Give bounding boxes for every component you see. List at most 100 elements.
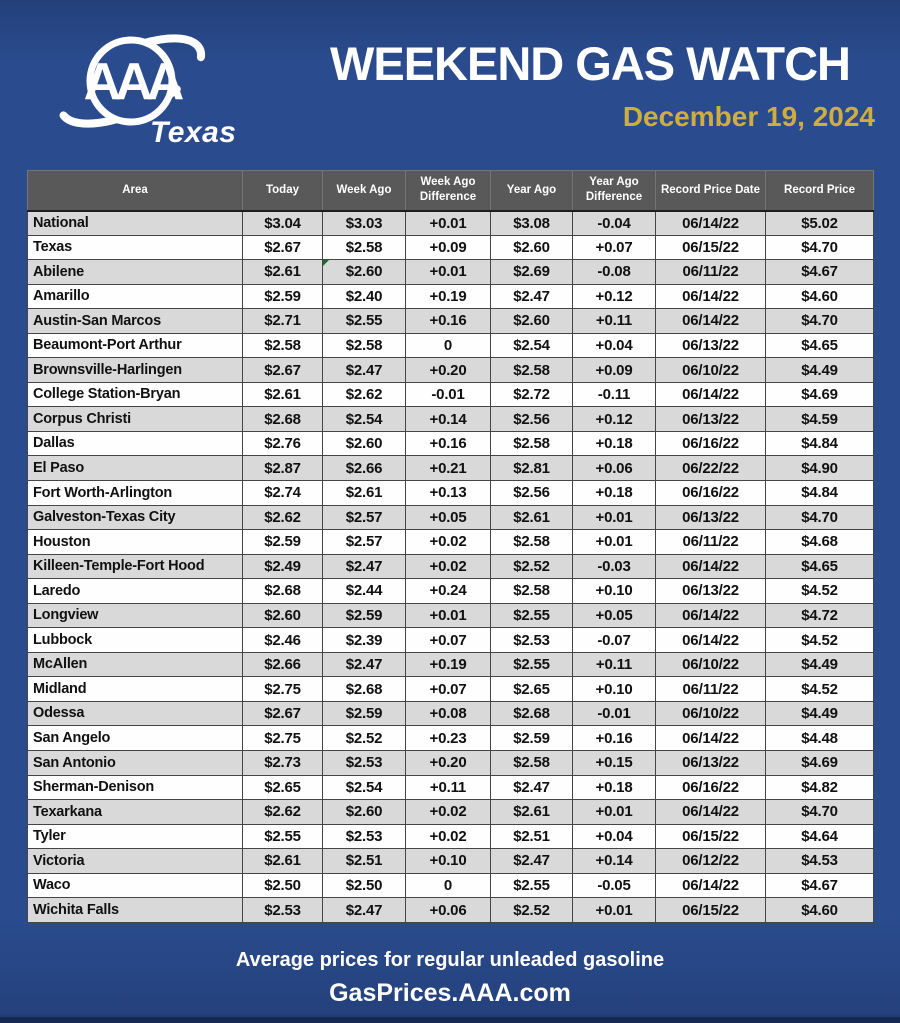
gas-table-body: National $3.04 $3.03 +0.01 $3.08 -0.04 06/14/2… (27, 210, 874, 923)
cell-year-ago: $2.65 (490, 676, 573, 702)
cell-area: Austin-San Marcos (27, 308, 243, 334)
cell-week-ago-difference: +0.09 (405, 234, 491, 261)
cell-week-ago: $2.58 (322, 332, 406, 359)
cell-year-ago: $2.60 (490, 308, 573, 334)
cell-record-price-date: 06/13/22 (655, 406, 766, 432)
cell-week-ago: $2.60 (322, 799, 406, 825)
cell-record-price: $4.65 (765, 332, 874, 359)
cell-year-ago: $2.55 (490, 872, 573, 899)
cell-year-ago: $2.55 (490, 602, 573, 629)
cell-area: Killeen-Temple-Fort Hood (27, 553, 243, 580)
cell-week-ago-difference: +0.08 (405, 700, 491, 727)
cell-week-ago: $2.40 (322, 283, 406, 310)
cell-today: $2.68 (242, 578, 323, 604)
cell-record-price-date: 06/22/22 (655, 455, 766, 482)
gas-price-table-grid: Area Today Week Ago Week Ago Difference Year… (27, 170, 874, 923)
cell-week-ago-difference: 0 (405, 332, 491, 359)
cell-year-ago-difference: -0.01 (572, 700, 656, 727)
column-header-year-ago: Year Ago (490, 170, 573, 212)
cell-week-ago-difference: +0.01 (405, 259, 491, 285)
cell-record-price-date: 06/16/22 (655, 774, 766, 801)
logo-region-label: Texas (150, 116, 237, 149)
column-header-week-ago-difference: Week Ago Difference (405, 170, 491, 212)
cell-year-ago: $2.56 (490, 406, 573, 432)
cell-year-ago: $2.59 (490, 725, 573, 752)
table-row: Fort Worth-Arlington $2.74 $2.61 +0.13 $2.56… (27, 480, 874, 506)
cell-today: $2.67 (242, 357, 323, 383)
cell-record-price: $4.70 (765, 799, 874, 825)
cell-today: $2.73 (242, 750, 323, 776)
table-row: McAllen $2.66 $2.47 +0.19 $2.55 +0.11 06/10/22… (27, 651, 874, 678)
table-row: Texas $2.67 $2.58 +0.09 $2.60 +0.07 06/15/22 $4… (27, 234, 874, 261)
cell-today: $2.62 (242, 504, 323, 531)
cell-record-price-date: 06/10/22 (655, 651, 766, 678)
cell-area: Galveston-Texas City (27, 504, 243, 531)
table-row: Brownsville-Harlingen $2.67 $2.47 +0.20 $2.5… (27, 357, 874, 383)
cell-week-ago: $2.53 (322, 823, 406, 850)
table-row: Abilene $2.61 $2.60 +0.01 $2.69 -0.08 06/11/22… (27, 259, 874, 285)
cell-today: $2.61 (242, 381, 323, 408)
cell-today: $2.76 (242, 430, 323, 457)
cell-week-ago: $2.54 (322, 774, 406, 801)
cell-year-ago: $2.58 (490, 750, 573, 776)
cell-year-ago: $2.51 (490, 823, 573, 850)
cell-area: San Antonio (27, 750, 243, 776)
cell-week-ago: $2.53 (322, 750, 406, 776)
cell-week-ago-difference: +0.24 (405, 578, 491, 604)
table-row: Waco $2.50 $2.50 0 $2.55 -0.05 06/14/22 $4.67 (27, 872, 874, 899)
cell-year-ago-difference: -0.08 (572, 259, 656, 285)
cell-record-price-date: 06/16/22 (655, 480, 766, 506)
cell-year-ago-difference: -0.04 (572, 210, 656, 236)
cell-area: National (27, 210, 243, 236)
cell-year-ago: $3.08 (490, 210, 573, 236)
cell-area: Victoria (27, 848, 243, 874)
cell-record-price: $4.52 (765, 578, 874, 604)
cell-week-ago-difference: +0.16 (405, 430, 491, 457)
footer-url: GasPrices.AAA.com (329, 979, 571, 1007)
cell-record-price: $4.68 (765, 529, 874, 555)
table-row: Austin-San Marcos $2.71 $2.55 +0.16 $2.60 +0.… (27, 308, 874, 334)
cell-week-ago-difference: +0.19 (405, 651, 491, 678)
cell-year-ago: $2.61 (490, 799, 573, 825)
cell-year-ago: $2.53 (490, 627, 573, 653)
aaa-texas-logo: AAA Texas (46, 16, 256, 156)
cell-week-ago: $2.52 (322, 725, 406, 752)
cell-week-ago: $2.61 (322, 480, 406, 506)
cell-record-price-date: 06/15/22 (655, 823, 766, 850)
page-title: WEEKEND GAS WATCH (329, 37, 851, 90)
cell-year-ago-difference: +0.10 (572, 676, 656, 702)
cell-week-ago: $2.54 (322, 406, 406, 432)
cell-year-ago-difference: +0.06 (572, 455, 656, 482)
table-row: Beaumont-Port Arthur $2.58 $2.58 0 $2.54 +0.0… (27, 332, 874, 359)
table-row: San Angelo $2.75 $2.52 +0.23 $2.59 +0.16 06/14… (27, 725, 874, 752)
cell-week-ago-difference: +0.06 (405, 897, 491, 923)
cell-week-ago: $2.62 (322, 381, 406, 408)
cell-today: $2.68 (242, 406, 323, 432)
cell-record-price: $4.59 (765, 406, 874, 432)
cell-year-ago-difference: +0.09 (572, 357, 656, 383)
cell-year-ago: $2.47 (490, 774, 573, 801)
cell-area: Texarkana (27, 799, 243, 825)
cell-record-price-date: 06/11/22 (655, 529, 766, 555)
cell-week-ago: $2.47 (322, 553, 406, 580)
table-row: Lubbock $2.46 $2.39 +0.07 $2.53 -0.07 06/14/22… (27, 627, 874, 653)
cell-today: $2.60 (242, 602, 323, 629)
cell-week-ago: $2.57 (322, 504, 406, 531)
table-row: Corpus Christi $2.68 $2.54 +0.14 $2.56 +0.12 0… (27, 406, 874, 432)
cell-week-ago: $2.47 (322, 651, 406, 678)
cell-record-price-date: 06/14/22 (655, 210, 766, 236)
cell-record-price: $4.60 (765, 897, 874, 923)
cell-area: El Paso (27, 455, 243, 482)
cell-today: $2.59 (242, 529, 323, 555)
cell-record-price-date: 06/14/22 (655, 799, 766, 825)
cell-area: Texas (27, 234, 243, 261)
cell-year-ago: $2.52 (490, 897, 573, 923)
cell-year-ago: $2.58 (490, 529, 573, 555)
cell-area: Tyler (27, 823, 243, 850)
cell-week-ago: $2.57 (322, 529, 406, 555)
cell-week-ago: $2.51 (322, 848, 406, 874)
cell-year-ago: $2.47 (490, 283, 573, 310)
cell-week-ago-difference: +0.02 (405, 529, 491, 555)
cell-record-price-date: 06/15/22 (655, 897, 766, 923)
cell-week-ago-difference: 0 (405, 872, 491, 899)
